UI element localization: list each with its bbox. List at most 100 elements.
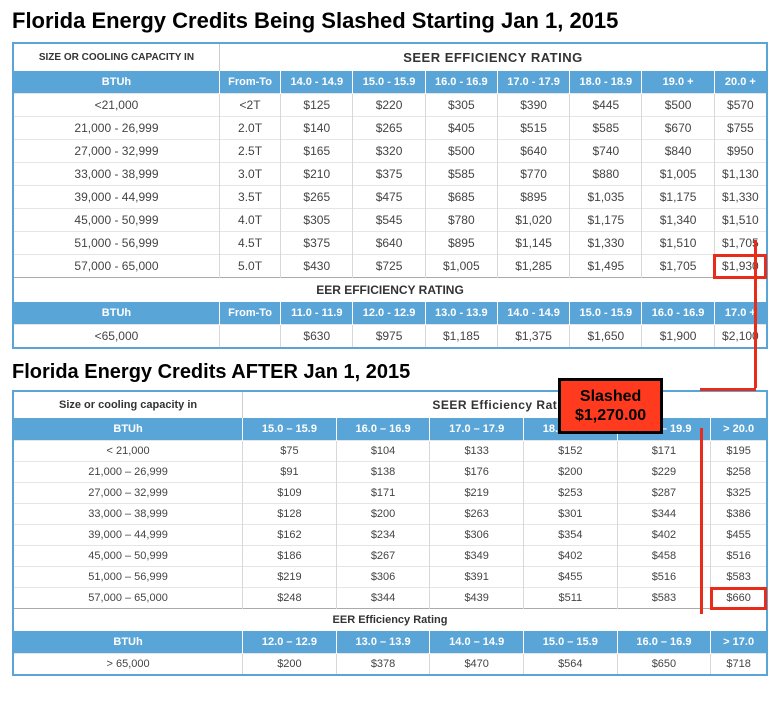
table-cell: $152 — [524, 441, 618, 462]
col-header: BTUh — [14, 302, 219, 325]
table-cell: $1,035 — [570, 186, 642, 209]
table-cell: $650 — [617, 654, 711, 675]
eer-col-header-row-1: BTUhFrom-To11.0 - 11.912.0 - 12.913.0 - … — [14, 302, 766, 325]
table-cell: $176 — [430, 462, 524, 483]
table-cell: $265 — [281, 186, 353, 209]
table-cell: $219 — [243, 567, 337, 588]
table-cell: 39,000 - 44,999 — [14, 186, 219, 209]
table-cell: 5.0T — [219, 255, 280, 278]
table-row: < 21,000$75$104$133$152$171$195 — [14, 441, 766, 462]
table-cell: $545 — [353, 209, 425, 232]
table-cell: $670 — [642, 117, 714, 140]
table-cell: $895 — [497, 186, 569, 209]
connector-line — [754, 240, 757, 388]
col-header: 13.0 – 13.9 — [336, 631, 430, 654]
table-row: 21,000 - 26,9992.0T$140$265$405$515$585$… — [14, 117, 766, 140]
table-cell: $234 — [336, 525, 430, 546]
table-cell: $138 — [336, 462, 430, 483]
table-cell: $165 — [281, 140, 353, 163]
seer-header-2: SEER Efficiency Rating — [243, 392, 766, 418]
table-cell: $1,330 — [714, 186, 766, 209]
table-cell: $354 — [524, 525, 618, 546]
table-cell: $200 — [243, 654, 337, 675]
table-row: 33,000 - 38,9993.0T$210$375$585$770$880$… — [14, 163, 766, 186]
table-cell: $718 — [711, 654, 766, 675]
table-cell: $128 — [243, 504, 337, 525]
table-row: 45,000 - 50,9994.0T$305$545$780$1,020$1,… — [14, 209, 766, 232]
table-cell: 21,000 – 26,999 — [14, 462, 243, 483]
table-cell: $1,175 — [570, 209, 642, 232]
table-cell: $770 — [497, 163, 569, 186]
table-cell: $133 — [430, 441, 524, 462]
table-cell: $564 — [524, 654, 618, 675]
table-row: 45,000 – 50,999$186$267$349$402$458$516 — [14, 546, 766, 567]
col-header: 15.0 - 15.9 — [353, 71, 425, 94]
table-cell: $253 — [524, 483, 618, 504]
table-cell: $1,185 — [425, 325, 497, 348]
table-cell: $975 — [353, 325, 425, 348]
table-cell: $200 — [336, 504, 430, 525]
col-header: From-To — [219, 71, 280, 94]
table-row: 39,000 – 44,999$162$234$306$354$402$455 — [14, 525, 766, 546]
table-cell: $402 — [617, 525, 711, 546]
table-row: 57,000 - 65,0005.0T$430$725$1,005$1,285$… — [14, 255, 766, 278]
col-header: BTUh — [14, 418, 243, 441]
table-cell: 51,000 – 56,999 — [14, 567, 243, 588]
table-cell: 33,000 - 38,999 — [14, 163, 219, 186]
table-cell: 2.5T — [219, 140, 280, 163]
table-cell: $320 — [353, 140, 425, 163]
table-row: 57,000 – 65,000$248$344$439$511$583$660 — [14, 588, 766, 609]
table-row: 51,000 – 56,999$219$306$391$455$516$583 — [14, 567, 766, 588]
table-cell: 2.0T — [219, 117, 280, 140]
table-cell: $1,375 — [497, 325, 569, 348]
col-header: 14.0 - 14.9 — [281, 71, 353, 94]
col-header: BTUh — [14, 71, 219, 94]
col-header: 14.0 – 14.9 — [430, 631, 524, 654]
table-cell: $1,330 — [570, 232, 642, 255]
table-cell: $91 — [243, 462, 337, 483]
col-header: 11.0 - 11.9 — [281, 302, 353, 325]
table-cell: $630 — [281, 325, 353, 348]
table-cell: < 21,000 — [14, 441, 243, 462]
table-cell: $660 — [711, 588, 766, 609]
table-cell: $1,510 — [642, 232, 714, 255]
table-cell: 4.0T — [219, 209, 280, 232]
table-cell: 3.0T — [219, 163, 280, 186]
table-cell: $171 — [617, 441, 711, 462]
table-cell: 45,000 – 50,999 — [14, 546, 243, 567]
table-cell: $1,930 — [714, 255, 766, 278]
size-header-2: Size or cooling capacity in — [14, 392, 243, 418]
col-header: 17.0 + — [714, 302, 766, 325]
table-row: 27,000 – 32,999$109$171$219$253$287$325 — [14, 483, 766, 504]
table-before: SIZE OR COOLING CAPACITY IN SEER EFFICIE… — [12, 42, 768, 349]
table-row: <21,000<2T$125$220$305$390$445$500$570 — [14, 94, 766, 117]
table-cell: $375 — [353, 163, 425, 186]
table-cell: $1,900 — [642, 325, 714, 348]
table-cell: $325 — [711, 483, 766, 504]
table-cell: $263 — [430, 504, 524, 525]
table-cell: $210 — [281, 163, 353, 186]
table-cell: $1,130 — [714, 163, 766, 186]
table-row: 33,000 – 38,999$128$200$263$301$344$386 — [14, 504, 766, 525]
table-cell: $344 — [617, 504, 711, 525]
table-cell: $378 — [336, 654, 430, 675]
table-cell: $895 — [425, 232, 497, 255]
connector-line — [700, 428, 703, 614]
col-header: BTUh — [14, 631, 243, 654]
table-cell: $258 — [711, 462, 766, 483]
table-cell: $104 — [336, 441, 430, 462]
col-header: > 17.0 — [711, 631, 766, 654]
table-cell: $585 — [570, 117, 642, 140]
col-header: From-To — [219, 302, 280, 325]
table-cell: 57,000 - 65,000 — [14, 255, 219, 278]
table-cell: $200 — [524, 462, 618, 483]
table-cell: $1,510 — [714, 209, 766, 232]
table-cell: $265 — [353, 117, 425, 140]
table-cell: $1,005 — [425, 255, 497, 278]
table-cell: $583 — [711, 567, 766, 588]
table-cell: $386 — [711, 504, 766, 525]
table-cell: $229 — [617, 462, 711, 483]
table-cell: $685 — [425, 186, 497, 209]
col-header: 13.0 - 13.9 — [425, 302, 497, 325]
callout-line2: $1,270.00 — [575, 406, 646, 425]
